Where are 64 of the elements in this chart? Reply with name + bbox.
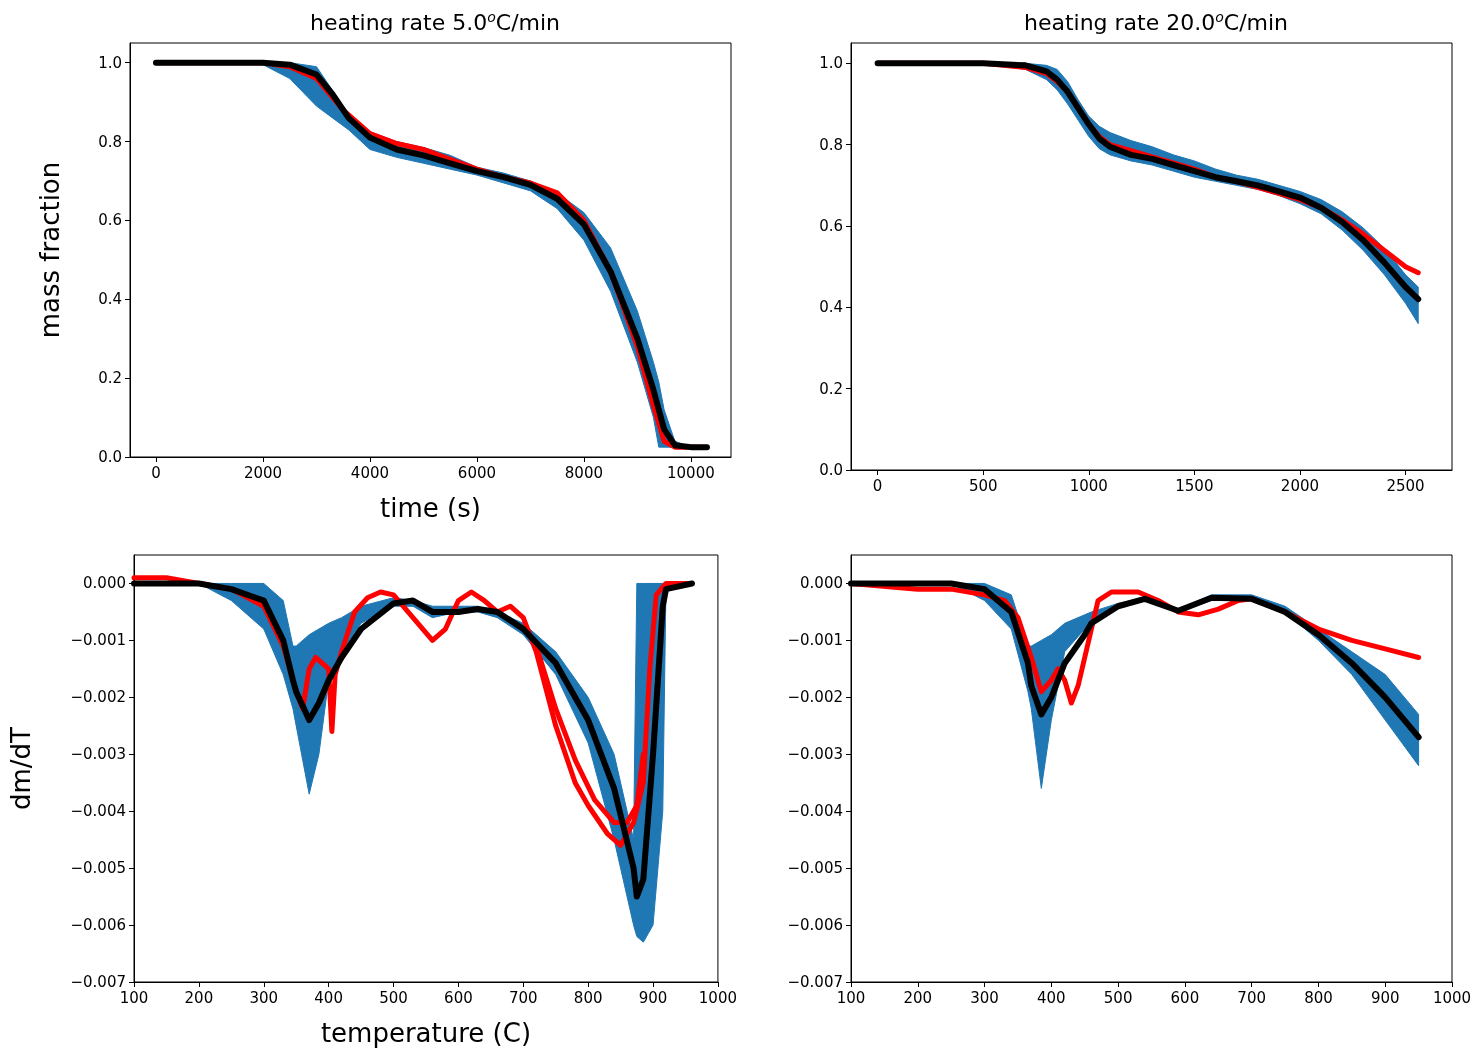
x-tick-label: 400 <box>314 988 343 1007</box>
x-tick-label: 700 <box>508 988 538 1007</box>
y-tick-label: 0.2 <box>98 369 122 388</box>
x-tick-label: 200 <box>903 988 933 1007</box>
x-tick-label: 500 <box>379 988 408 1007</box>
x-tick-label: 400 <box>1037 988 1066 1007</box>
y-tick-label: 0.0 <box>819 461 843 479</box>
y-tick-label: −0.001 <box>70 631 126 650</box>
y-tick-label: −0.001 <box>787 631 843 650</box>
y-axis-title: mass fraction <box>35 161 65 339</box>
y-tick-label: 0.4 <box>819 298 843 317</box>
x-tick-label: 700 <box>1237 988 1266 1007</box>
x-tick-label: 200 <box>184 988 214 1007</box>
x-tick-label: 800 <box>1304 988 1333 1007</box>
y-tick-label: −0.005 <box>70 859 126 878</box>
x-tick-label: 0 <box>151 463 161 482</box>
x-tick-label: 2000 <box>243 463 283 482</box>
x-tick-label: 600 <box>444 988 473 1007</box>
y-tick-label: 1.0 <box>819 54 843 73</box>
x-tick-label: 2000 <box>1280 476 1320 495</box>
x-tick-label: 500 <box>1103 988 1133 1007</box>
y-tick-label: −0.003 <box>787 745 843 764</box>
y-tick-label: 1.0 <box>98 53 122 72</box>
x-tick-label: 0 <box>872 476 883 495</box>
y-tick-label: 0.6 <box>98 211 122 230</box>
x-tick-label: 900 <box>638 988 668 1007</box>
x-axis-title: temperature (C) <box>320 1018 532 1048</box>
x-tick-label: 1000 <box>698 988 738 1007</box>
x-tick-label: 900 <box>1370 988 1400 1007</box>
x-tick-label: 600 <box>1170 988 1200 1007</box>
y-tick-label: 0.8 <box>98 132 122 151</box>
y-tick-label: −0.004 <box>787 802 843 821</box>
y-tick-label: 0.0 <box>98 448 122 466</box>
x-tick-label: 300 <box>249 988 279 1007</box>
x-tick-label: 500 <box>968 476 998 495</box>
y-tick-label: −0.004 <box>70 802 126 821</box>
y-tick-label: −0.003 <box>70 745 126 764</box>
y-tick-label: −0.007 <box>70 973 126 991</box>
x-tick-label: 100 <box>836 988 866 1007</box>
x-tick-label: 300 <box>970 988 999 1007</box>
y-tick-label: 0.6 <box>819 217 843 235</box>
y-tick-label: −0.006 <box>787 916 843 935</box>
x-tick-label: 1000 <box>1432 988 1472 1007</box>
y-tick-label: 0.000 <box>83 574 126 593</box>
y-tick-label: 0.4 <box>98 290 122 309</box>
y-tick-label: 0.2 <box>819 379 843 398</box>
x-tick-label: 8000 <box>564 463 603 482</box>
x-tick-label: 1000 <box>1069 476 1108 495</box>
y-tick-label: −0.005 <box>787 859 843 878</box>
x-axis-title: time (s) <box>380 493 481 523</box>
x-tick-label: 100 <box>119 988 149 1007</box>
y-tick-label: −0.007 <box>787 973 843 991</box>
y-tick-label: −0.006 <box>70 916 126 935</box>
x-tick-label: 2500 <box>1386 476 1425 495</box>
x-tick-label: 6000 <box>457 463 497 482</box>
x-tick-label: 1500 <box>1175 476 1214 495</box>
x-tick-label: 4000 <box>350 463 390 482</box>
y-axis-title: dm/dT <box>6 726 36 810</box>
x-tick-label: 800 <box>573 988 603 1007</box>
x-tick-label: 10000 <box>667 463 715 482</box>
y-tick-label: 0.8 <box>819 135 843 154</box>
y-tick-label: −0.002 <box>70 688 126 707</box>
y-tick-label: 0.000 <box>800 574 843 593</box>
y-tick-label: −0.002 <box>787 688 843 707</box>
